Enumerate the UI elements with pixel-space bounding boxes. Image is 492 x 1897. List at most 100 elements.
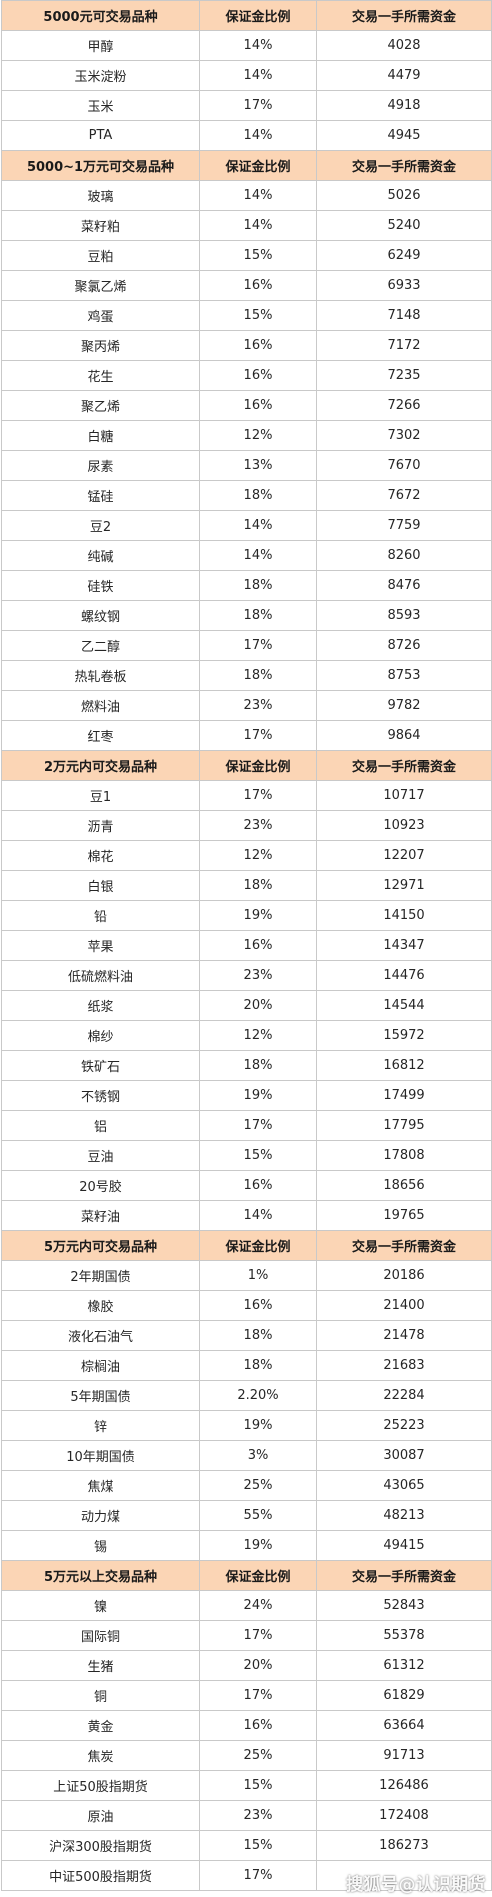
margin-ratio: 20%	[199, 990, 317, 1021]
commodity-name: 豆油	[1, 1140, 200, 1171]
table-row: 纸浆 20% 14544	[1, 990, 492, 1021]
required-capital: 17499	[316, 1080, 492, 1111]
table-row: 花生 16% 7235	[1, 360, 492, 391]
table-row: 原油 23% 172408	[1, 1800, 492, 1831]
margin-ratio: 14%	[199, 1200, 317, 1231]
table-row: 豆1 17% 10717	[1, 780, 492, 811]
required-capital: 7302	[316, 420, 492, 451]
table-row: 生猪 20% 61312	[1, 1650, 492, 1681]
margin-ratio: 23%	[199, 960, 317, 991]
required-capital: 55378	[316, 1620, 492, 1651]
required-capital: 19765	[316, 1200, 492, 1231]
table-row: 热轧卷板 18% 8753	[1, 660, 492, 691]
commodity-name: 黄金	[1, 1710, 200, 1741]
required-capital: 6933	[316, 270, 492, 301]
table-row: 豆粕 15% 6249	[1, 240, 492, 271]
table-row: 硅铁 18% 8476	[1, 570, 492, 601]
commodity-name: 沪深300股指期货	[1, 1830, 200, 1861]
commodity-name: 铜	[1, 1680, 200, 1711]
table-row: 沪深300股指期货 15% 186273	[1, 1830, 492, 1861]
margin-ratio: 16%	[199, 360, 317, 391]
margin-ratio: 15%	[199, 1770, 317, 1801]
required-capital: 43065	[316, 1470, 492, 1501]
required-capital-header: 交易一手所需资金	[316, 750, 492, 781]
commodity-name: 鸡蛋	[1, 300, 200, 331]
margin-ratio-header: 保证金比例	[199, 750, 317, 781]
table-row: 红枣 17% 9864	[1, 720, 492, 751]
commodity-name: 锌	[1, 1410, 200, 1441]
commodity-name: 硅铁	[1, 570, 200, 601]
commodity-name: 菜籽油	[1, 1200, 200, 1231]
commodity-name: 不锈钢	[1, 1080, 200, 1111]
required-capital: 9864	[316, 720, 492, 751]
commodity-name: 2年期国债	[1, 1260, 200, 1291]
required-capital: 20186	[316, 1260, 492, 1291]
commodity-name: 尿素	[1, 450, 200, 481]
commodity-name: 玉米	[1, 90, 200, 121]
table-row: 燃料油 23% 9782	[1, 690, 492, 721]
margin-ratio: 14%	[199, 120, 317, 151]
commodity-name: 白银	[1, 870, 200, 901]
commodity-name: 锡	[1, 1530, 200, 1561]
section-title: 5万元以上交易品种	[1, 1560, 200, 1591]
margin-ratio: 24%	[199, 1590, 317, 1621]
table-row: 焦煤 25% 43065	[1, 1470, 492, 1501]
section-header-row: 5000~1万元可交易品种 保证金比例 交易一手所需资金	[1, 150, 492, 181]
margin-ratio: 18%	[199, 600, 317, 631]
required-capital: 14150	[316, 900, 492, 931]
commodity-name: 原油	[1, 1800, 200, 1831]
required-capital: 4479	[316, 60, 492, 91]
required-capital: 5026	[316, 180, 492, 211]
required-capital: 8753	[316, 660, 492, 691]
commodity-name: 热轧卷板	[1, 660, 200, 691]
margin-ratio: 12%	[199, 840, 317, 871]
section-header-row: 5万元内可交易品种 保证金比例 交易一手所需资金	[1, 1230, 492, 1261]
required-capital: 49415	[316, 1530, 492, 1561]
required-capital: 7670	[316, 450, 492, 481]
margin-ratio: 16%	[199, 930, 317, 961]
required-capital: 4028	[316, 30, 492, 61]
required-capital: 25223	[316, 1410, 492, 1441]
required-capital: 8476	[316, 570, 492, 601]
required-capital-header: 交易一手所需资金	[316, 1230, 492, 1261]
margin-ratio: 17%	[199, 780, 317, 811]
margin-ratio: 14%	[199, 510, 317, 541]
commodity-name: 聚氯乙烯	[1, 270, 200, 301]
section-header-row: 2万元内可交易品种 保证金比例 交易一手所需资金	[1, 750, 492, 781]
table-row: 豆油 15% 17808	[1, 1140, 492, 1171]
required-capital: 61829	[316, 1680, 492, 1711]
commodity-name: 动力煤	[1, 1500, 200, 1531]
required-capital: 12971	[316, 870, 492, 901]
section-title: 5000~1万元可交易品种	[1, 150, 200, 181]
required-capital: 16812	[316, 1050, 492, 1081]
commodity-name: 乙二醇	[1, 630, 200, 661]
required-capital: 18656	[316, 1170, 492, 1201]
required-capital: 14476	[316, 960, 492, 991]
required-capital: 10717	[316, 780, 492, 811]
table-row: 鸡蛋 15% 7148	[1, 300, 492, 331]
margin-ratio: 18%	[199, 660, 317, 691]
required-capital: 7235	[316, 360, 492, 391]
margin-ratio: 19%	[199, 1530, 317, 1561]
commodity-name: 上证50股指期货	[1, 1770, 200, 1801]
margin-ratio: 3%	[199, 1440, 317, 1471]
table-row: 聚氯乙烯 16% 6933	[1, 270, 492, 301]
table-row: 菜籽粕 14% 5240	[1, 210, 492, 241]
table-row: PTA 14% 4945	[1, 120, 492, 151]
required-capital: 7172	[316, 330, 492, 361]
table-row: 锡 19% 49415	[1, 1530, 492, 1561]
table-row: 国际铜 17% 55378	[1, 1620, 492, 1651]
required-capital	[316, 1860, 492, 1891]
table-row: 纯碱 14% 8260	[1, 540, 492, 571]
margin-ratio: 15%	[199, 240, 317, 271]
margin-ratio: 16%	[199, 1290, 317, 1321]
table-row: 白糖 12% 7302	[1, 420, 492, 451]
table-row: 10年期国债 3% 30087	[1, 1440, 492, 1471]
table-row: 铅 19% 14150	[1, 900, 492, 931]
margin-ratio: 16%	[199, 270, 317, 301]
margin-ratio-header: 保证金比例	[199, 1230, 317, 1261]
required-capital-header: 交易一手所需资金	[316, 1560, 492, 1591]
section-header-row: 5万元以上交易品种 保证金比例 交易一手所需资金	[1, 1560, 492, 1591]
